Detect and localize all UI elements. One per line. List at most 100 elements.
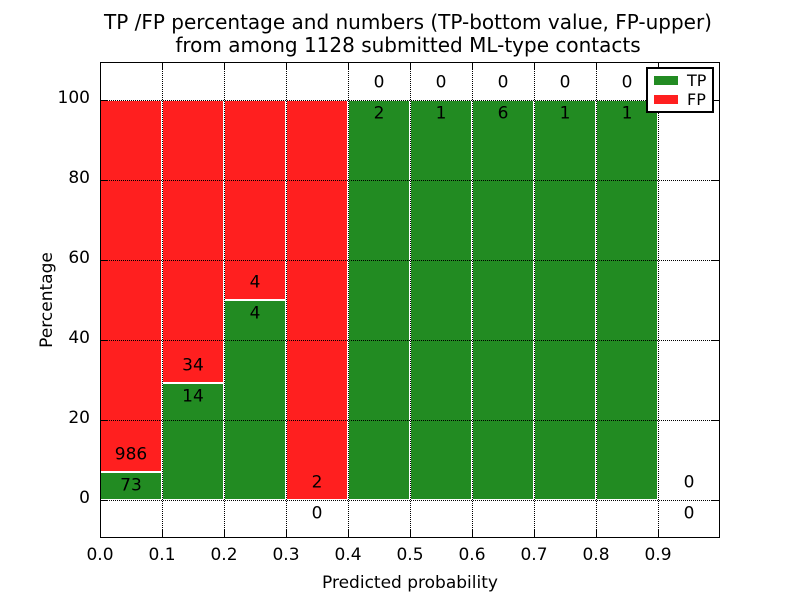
- tp-bar-segment: [410, 100, 472, 500]
- y-tick-right-60: [712, 259, 720, 261]
- chart-title-line-1: TP /FP percentage and numbers (TP-bottom…: [104, 10, 712, 34]
- tp-bar-segment: [162, 383, 224, 500]
- fp-count-label: 0: [497, 72, 509, 93]
- legend: TP FP: [646, 67, 714, 113]
- x-tick-label-0.5: 0.5: [396, 545, 424, 565]
- tp-count-label: 2: [373, 103, 385, 124]
- gridline-x-0.7: [534, 62, 535, 538]
- y-tick-left-100: [100, 99, 108, 101]
- x-tick-top-0.7: [533, 62, 535, 70]
- x-tick-top-0.4: [347, 62, 349, 70]
- gridline-x-0.9: [658, 62, 659, 538]
- x-tick-top-0.8: [595, 62, 597, 70]
- gridline-y-40: [100, 340, 720, 341]
- x-tick-bottom-0.6: [471, 530, 473, 538]
- x-tick-top-0.0: [99, 62, 101, 70]
- x-tick-top-0.5: [409, 62, 411, 70]
- tp-bar-segment: [472, 100, 534, 500]
- tp-bar-segment: [348, 100, 410, 500]
- y-tick-right-40: [712, 339, 720, 341]
- legend-item-tp: TP: [654, 72, 712, 89]
- x-tick-bottom-0.7: [533, 530, 535, 538]
- gridline-y-20: [100, 420, 720, 421]
- tp-count-label: 0: [311, 503, 323, 524]
- gridline-y-60: [100, 260, 720, 261]
- tp-count-label: 1: [621, 103, 633, 124]
- y-tick-left-40: [100, 339, 108, 341]
- gridline-y-100: [100, 100, 720, 101]
- fp-bar-segment: [224, 100, 286, 300]
- fp-count-label: 0: [559, 72, 571, 93]
- y-tick-label-60: 60: [68, 248, 90, 268]
- fp-count-label: 34: [182, 355, 204, 376]
- x-tick-bottom-0.4: [347, 530, 349, 538]
- gridline-y-0: [100, 500, 720, 501]
- gridline-x-0.6: [472, 62, 473, 538]
- fp-bar-segment: [100, 100, 162, 473]
- tp-count-label: 0: [683, 503, 695, 524]
- x-tick-bottom-0.0: [99, 530, 101, 538]
- y-tick-right-20: [712, 419, 720, 421]
- x-tick-bottom-0.5: [409, 530, 411, 538]
- tp-count-label: 14: [182, 386, 204, 407]
- y-tick-right-80: [712, 179, 720, 181]
- fp-count-label: 0: [683, 472, 695, 493]
- tp-bar-segment: [224, 300, 286, 500]
- y-tick-label-100: 100: [57, 88, 90, 108]
- y-tick-left-60: [100, 259, 108, 261]
- gridline-x-0.2: [224, 62, 225, 538]
- fp-count-label: 4: [249, 272, 261, 293]
- x-axis-label: Predicted probability: [322, 573, 498, 593]
- gridline-x-0.8: [596, 62, 597, 538]
- x-tick-top-0.9: [657, 62, 659, 70]
- fp-color-swatch: [654, 95, 678, 104]
- y-tick-right-0: [712, 499, 720, 501]
- fp-count-label: 0: [435, 72, 447, 93]
- fp-bar-segment: [286, 100, 348, 500]
- x-tick-label-0.1: 0.1: [148, 545, 176, 565]
- x-tick-label-0.3: 0.3: [272, 545, 300, 565]
- y-tick-label-0: 0: [79, 488, 90, 508]
- legend-item-fp: FP: [654, 91, 712, 108]
- tp-color-swatch: [654, 76, 678, 85]
- x-tick-label-0.9: 0.9: [644, 545, 672, 565]
- gridline-x-0.1: [162, 62, 163, 538]
- gridline-x-0.5: [410, 62, 411, 538]
- x-tick-label-0.8: 0.8: [582, 545, 610, 565]
- gridline-x-0.3: [286, 62, 287, 538]
- tp-bar-segment: [100, 472, 162, 500]
- x-tick-label-0.2: 0.2: [210, 545, 238, 565]
- x-tick-bottom-0.3: [285, 530, 287, 538]
- y-tick-label-40: 40: [68, 328, 90, 348]
- tp-bar-segment: [596, 100, 658, 500]
- x-tick-bottom-0.2: [223, 530, 225, 538]
- x-tick-top-0.2: [223, 62, 225, 70]
- x-tick-label-0.7: 0.7: [520, 545, 548, 565]
- tp-count-label: 1: [435, 103, 447, 124]
- y-tick-left-80: [100, 179, 108, 181]
- gridline-x-0.4: [348, 62, 349, 538]
- y-tick-right-100: [712, 99, 720, 101]
- y-tick-left-20: [100, 419, 108, 421]
- tp-count-label: 6: [497, 103, 509, 124]
- plot-area: 986 73 34 14 4 4 2 0 0 2 0 1 0 6 0 1 0 1 0 0: [99, 62, 720, 538]
- y-tick-left-0: [100, 499, 108, 501]
- fp-count-label: 0: [621, 72, 633, 93]
- x-tick-top-0.1: [161, 62, 163, 70]
- fp-count-label: 986: [114, 444, 148, 465]
- tp-bar-segment: [534, 100, 596, 500]
- x-tick-label-0.0: 0.0: [86, 545, 114, 565]
- fp-count-label: 2: [311, 472, 323, 493]
- fp-count-label: 0: [373, 72, 385, 93]
- x-tick-bottom-0.1: [161, 530, 163, 538]
- y-tick-label-80: 80: [68, 168, 90, 188]
- x-tick-top-0.6: [471, 62, 473, 70]
- x-tick-label-0.4: 0.4: [334, 545, 362, 565]
- x-tick-bottom-0.9: [657, 530, 659, 538]
- chart-title-line-2: from among 1128 submitted ML-type contac…: [175, 33, 641, 57]
- y-tick-label-20: 20: [68, 408, 90, 428]
- tp-count-label: 1: [559, 103, 571, 124]
- gridline-y-80: [100, 180, 720, 181]
- x-tick-bottom-0.8: [595, 530, 597, 538]
